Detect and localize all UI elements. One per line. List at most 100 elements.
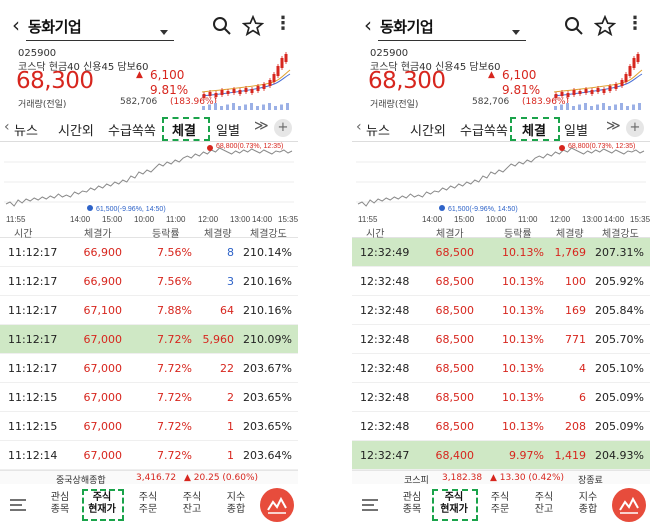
high-label: 68,800(0.73%, 12:35) [568,143,635,150]
trade-rate: 10.13% [502,420,544,433]
mini-candle [590,90,594,94]
tab-after-hours[interactable]: 시간외 [410,124,446,139]
add-tab-icon[interactable]: + [626,119,644,137]
menu-icon[interactable] [10,498,26,512]
trade-price: 67,100 [83,304,123,317]
mini-volume-bar [232,103,235,110]
table-row[interactable]: 12:32:49 68,500 10.13% 1,769 207.31% [352,238,650,267]
table-row[interactable]: 11:12:17 67,000 7.72% 22 203.67% [0,354,298,383]
more-options-icon[interactable]: ⋮ [626,13,644,34]
mini-candle [284,54,288,62]
stock-dropdown-caret-icon[interactable] [512,30,520,35]
mini-candle [262,84,266,89]
mini-candle [578,91,582,94]
tab-after-hours[interactable]: 시간외 [58,124,94,139]
back-chevron-icon[interactable]: ‹ [12,13,20,37]
table-row[interactable]: 11:12:17 67,100 7.88% 64 210.16% [0,296,298,325]
favorite-star-icon[interactable] [594,15,616,37]
table-row[interactable]: 12:32:48 68,500 10.13% 4 205.10% [352,354,650,383]
header-time: 시간 [14,229,33,240]
stock-name-selector[interactable]: 동화기업 [28,18,82,36]
nav-watchlist[interactable]: 관심 종목 [402,492,422,515]
more-options-icon[interactable]: ⋮ [274,13,292,34]
add-tab-icon[interactable]: + [274,119,292,137]
chart-fab-button[interactable] [612,488,646,522]
mini-candle [226,91,230,94]
table-row[interactable]: 11:12:17 66,900 7.56% 3 210.16% [0,267,298,296]
tab-trades[interactable]: 체결 [172,124,196,139]
mini-candle-chart[interactable] [552,50,644,110]
up-arrow-icon: ▲ [488,70,495,80]
tab-scroll-left-icon[interactable]: ‹ [4,119,10,135]
trade-strength: 210.16% [243,304,292,317]
nav-order[interactable]: 주식 주문 [490,492,510,515]
trade-price: 68,500 [435,362,475,375]
trade-volume: 4 [579,362,586,375]
mini-candle [614,84,618,89]
tab-scroll-left-icon[interactable]: ‹ [356,119,362,135]
trade-volume: 100 [565,275,586,288]
tab-daily[interactable]: 일별 [216,124,240,139]
mini-candle-chart[interactable] [200,50,292,110]
table-row[interactable]: 11:12:17 66,900 7.56% 8 210.14% [0,238,298,267]
back-chevron-icon[interactable]: ‹ [364,13,372,37]
mini-volume-bar [578,104,581,110]
search-icon[interactable] [212,16,232,36]
index-ticker[interactable]: 중국상해종합 3,416.72 ▲ 20.25 (0.60%) [0,470,298,486]
trade-rate: 7.72% [157,362,192,375]
chart-fab-button[interactable] [260,488,294,522]
index-ticker[interactable]: 코스피 3,182.38 ▲ 13.30 (0.42%) 장종료 [352,470,650,486]
intraday-price-chart[interactable]: 68,800(0.73%, 12:35) 61,500(-9.96%, 14:50… [0,142,298,226]
nav-current-price-highlight-box [82,489,124,521]
tab-daily[interactable]: 일별 [564,124,588,139]
stock-name-selector[interactable]: 동화기업 [380,18,434,36]
mini-volume-bar [614,104,617,110]
header-rate: 등락률 [504,229,532,240]
nav-current-price[interactable]: 주식 현재가 [88,492,116,515]
x-axis-label: 15:00 [102,215,123,224]
trade-time: 12:32:48 [360,304,410,317]
intraday-price-chart[interactable]: 68,800(0.73%, 12:35) 61,500(-9.96%, 14:50… [352,142,650,226]
table-row[interactable]: 12:32:48 68,500 10.13% 100 205.92% [352,267,650,296]
table-row[interactable]: 12:32:48 68,500 10.13% 6 205.09% [352,383,650,412]
table-row[interactable]: 11:12:15 67,000 7.72% 1 203.65% [0,412,298,441]
trade-strength: 207.31% [595,246,644,259]
trade-price: 66,900 [83,275,123,288]
tab-supply-demand[interactable]: 수급쏙쏙 [460,124,508,139]
x-axis-label: 15:35 [630,215,650,224]
nav-balance[interactable]: 주식 잔고 [182,492,202,515]
mini-candle [560,92,564,96]
trade-volume: 1,769 [554,246,587,259]
favorite-star-icon[interactable] [242,15,264,37]
price-line [357,147,645,207]
table-row[interactable]: 12:32:48 68,500 10.13% 208 205.09% [352,412,650,441]
table-row[interactable]: 12:32:48 68,500 10.13% 771 205.70% [352,325,650,354]
nav-index[interactable]: 지수 종합 [226,492,246,515]
nav-index[interactable]: 지수 종합 [578,492,598,515]
tab-scroll-right-icon[interactable]: ≫ [254,118,269,134]
menu-icon[interactable] [362,498,378,512]
table-row[interactable]: 11:12:17 67,000 7.72% 5,960 210.09% [0,325,298,354]
tab-scroll-right-icon[interactable]: ≫ [606,118,621,134]
tab-news[interactable]: 뉴스 [366,124,390,139]
stock-dropdown-caret-icon[interactable] [160,30,168,35]
mini-average-line [553,69,643,93]
tab-supply-demand[interactable]: 수급쏙쏙 [108,124,156,139]
nav-current-price[interactable]: 주식 현재가 [440,492,468,515]
trade-strength: 205.09% [595,420,644,433]
mini-volume-bar [268,103,271,110]
table-row[interactable]: 12:32:48 68,500 10.13% 169 205.84% [352,296,650,325]
mini-volume-bar [226,104,229,110]
tab-trades[interactable]: 체결 [522,124,546,139]
nav-order[interactable]: 주식 주문 [138,492,158,515]
search-icon[interactable] [564,16,584,36]
table-row[interactable]: 12:32:47 68,400 9.97% 1,419 204.93% [352,441,650,470]
tab-news[interactable]: 뉴스 [14,124,38,139]
nav-watchlist[interactable]: 관심 종목 [50,492,70,515]
low-marker [87,205,93,211]
nav-balance[interactable]: 주식 잔고 [534,492,554,515]
table-row[interactable]: 11:12:15 67,000 7.72% 2 203.65% [0,383,298,412]
table-row[interactable]: 11:12:14 67,000 7.72% 1 203.64% [0,441,298,470]
trade-strength: 205.09% [595,391,644,404]
trade-time: 11:12:15 [8,391,58,404]
